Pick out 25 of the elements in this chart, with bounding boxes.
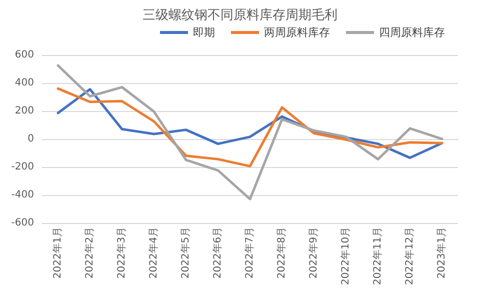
x-tick-label: 2022年1月 — [52, 226, 64, 279]
x-tick-label: 2022年7月 — [244, 226, 256, 279]
x-tick-label: 2022年5月 — [180, 226, 192, 279]
x-tick-label: 2023年1月 — [436, 226, 448, 279]
y-tick-label: -400 — [11, 189, 34, 200]
chart-title: 三级螺纹钢不同原料库存周期毛利 — [142, 8, 338, 23]
line-series — [56, 64, 444, 200]
x-tick-label: 2022年2月 — [84, 226, 96, 279]
y-tick-label: 600 — [14, 50, 34, 60]
x-tick-label: 2022年9月 — [308, 226, 320, 279]
legend-label: 即期 — [193, 26, 215, 39]
x-tick-label: 2022年11月 — [372, 226, 384, 286]
y-tick-label: -200 — [11, 161, 34, 172]
y-tick-label: -600 — [11, 217, 34, 228]
y-tick-label: 0 — [28, 133, 34, 144]
x-tick-label: 2022年4月 — [148, 226, 160, 279]
y-tick-label: 400 — [14, 77, 34, 88]
x-tick-label: 2022年8月 — [276, 226, 288, 279]
x-tick-label: 2022年3月 — [116, 226, 128, 279]
x-tick-label: 2022年12月 — [404, 226, 416, 286]
legend-label: 两周原料库存 — [264, 26, 330, 39]
x-tick-label: 2022年10月 — [340, 226, 352, 286]
y-tick-label: 200 — [14, 105, 34, 116]
x-tick-label: 2022年6月 — [212, 226, 224, 279]
legend-label: 四周原料库存 — [379, 26, 445, 39]
